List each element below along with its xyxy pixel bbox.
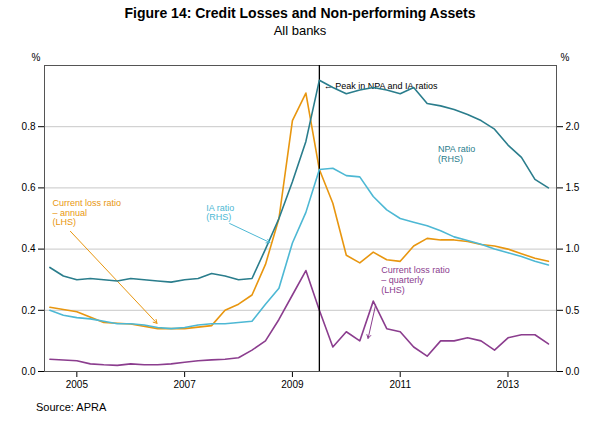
svg-text:2013: 2013: [497, 379, 520, 390]
svg-text:0.0: 0.0: [22, 366, 36, 377]
html-text:All banks: All banks: [273, 23, 327, 38]
svg-text:1.0: 1.0: [566, 243, 580, 254]
svg-text:← Peak in NPA and IA ratios: ← Peak in NPA and IA ratios: [323, 80, 438, 91]
html-text:Source: APRA: Source: APRA: [36, 401, 107, 413]
svg-text:2011: 2011: [389, 379, 411, 390]
svg-text:0.5: 0.5: [566, 305, 580, 316]
svg-text:2009: 2009: [281, 379, 304, 390]
svg-text:Current loss ratio– annual(LHS: Current loss ratio– annual(LHS): [53, 198, 122, 228]
svg-text:1.5: 1.5: [566, 182, 580, 193]
svg-text:2007: 2007: [174, 379, 197, 390]
svg-text:%: %: [32, 52, 41, 63]
html-text:Figure 14: Credit Losses and N: Figure 14: Credit Losses and Non-perform…: [124, 5, 476, 21]
svg-text:%: %: [561, 52, 570, 63]
svg-text:IA ratio(RHS): IA ratio(RHS): [206, 203, 234, 223]
svg-text:0.6: 0.6: [22, 182, 36, 193]
svg-text:0.0: 0.0: [566, 366, 580, 377]
svg-text:2005: 2005: [66, 379, 89, 390]
svg-text:2.0: 2.0: [566, 121, 580, 132]
svg-text:0.4: 0.4: [22, 243, 36, 254]
svg-text:NPA ratio(RHS): NPA ratio(RHS): [438, 144, 475, 164]
svg-text:Current loss ratio– quarterly(: Current loss ratio– quarterly(LHS): [381, 265, 450, 295]
svg-text:0.8: 0.8: [22, 121, 36, 132]
svg-text:0.2: 0.2: [22, 305, 36, 316]
